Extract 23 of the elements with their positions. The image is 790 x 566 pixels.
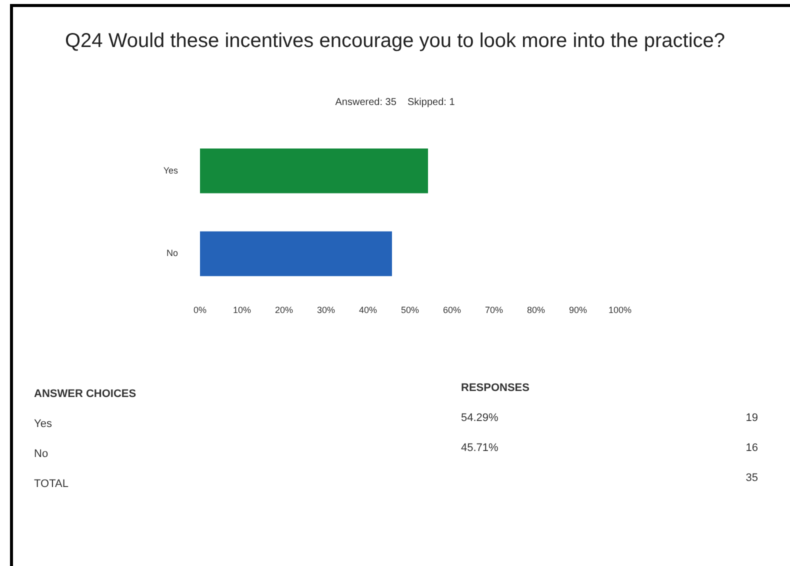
text: 54.29%	[461, 412, 498, 424]
x-tick-label: 30%	[316, 305, 336, 316]
x-tick-label: 10%	[232, 305, 252, 316]
x-tick-label: 100%	[608, 305, 632, 316]
text: 16	[746, 442, 758, 454]
x-tick-label: 50%	[400, 305, 420, 316]
chart-subtitle: Answered: 35 Skipped: 1	[334, 97, 456, 108]
text: 35	[746, 472, 758, 484]
x-tick-label: 20%	[274, 305, 294, 316]
category-label: Yes	[34, 418, 52, 430]
text: TOTAL	[34, 478, 68, 490]
text: ANSWER CHOICES	[34, 388, 136, 400]
x-tick-label: 0%	[193, 305, 207, 316]
x-tick-label: 90%	[568, 305, 588, 316]
x-tick-label: 60%	[442, 305, 462, 316]
x-tick-label: 80%	[526, 305, 546, 316]
x-tick-label: 70%	[484, 305, 504, 316]
text: 19	[746, 412, 758, 424]
text: 45.71%	[461, 442, 498, 454]
chart-title: Q24 Would these incentives encourage you to look more into the practice?	[64, 30, 726, 53]
x-tick-label: 40%	[358, 305, 378, 316]
category-label: No	[34, 448, 48, 460]
text: RESPONSES	[461, 382, 530, 394]
